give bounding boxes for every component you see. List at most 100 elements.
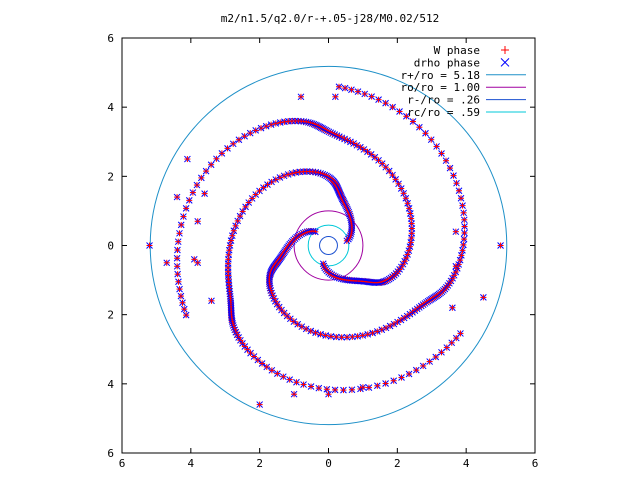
w-phase-point (453, 180, 460, 187)
w-phase-point (184, 156, 191, 163)
w-phase-point (268, 121, 275, 128)
w-phase-point (174, 255, 181, 262)
w-phase-point (413, 367, 420, 374)
w-phase-point (307, 327, 314, 334)
w-phase-point (460, 209, 467, 216)
w-phase-point (374, 328, 381, 335)
w-phase-point (178, 221, 185, 228)
w-phase-point (459, 247, 466, 254)
w-phase-point (406, 370, 413, 377)
w-phase-point (194, 218, 201, 225)
w-phase-point (308, 383, 315, 390)
w-phase-point (284, 312, 291, 319)
w-phase-point (251, 353, 258, 360)
w-phase-point (176, 230, 183, 237)
w-phase-point (379, 160, 386, 167)
w-phase-point (163, 259, 170, 266)
w-phase-point (438, 150, 445, 157)
w-phase-point (361, 90, 368, 97)
w-phase-point (374, 382, 381, 389)
w-phase-point (218, 150, 225, 157)
w-phase-point (406, 205, 413, 212)
x-tick-label: 4 (188, 457, 195, 470)
w-phase-point (181, 306, 188, 313)
w-phase-point (300, 381, 307, 388)
w-phase-point (457, 257, 464, 264)
w-phase-point (382, 100, 389, 107)
x-tick-label: 2 (256, 457, 263, 470)
w-phase-point (256, 187, 263, 194)
w-phase-point (296, 168, 303, 175)
w-phase-point (263, 363, 270, 370)
w-phase-point (447, 165, 454, 172)
w-phase-point (226, 247, 233, 254)
w-phase-point (396, 108, 403, 115)
reference-circles (149, 65, 508, 426)
w-phase-point (461, 236, 468, 243)
w-phase-point (389, 104, 396, 111)
circle-0.59 (307, 224, 350, 267)
w-phase-point (194, 259, 201, 266)
w-phase-point (230, 227, 237, 234)
w-phase-point (420, 362, 427, 369)
w-phase-point (259, 360, 266, 367)
w-phase-point (213, 155, 220, 162)
chart-title: m2/n1.5/q2.0/r-+.05-j28/M0.02/512 (221, 12, 440, 25)
w-phase-point (146, 242, 153, 249)
w-phase-point (392, 176, 399, 183)
w-phase-point (281, 118, 288, 125)
w-phase-point (177, 293, 184, 300)
w-phase-point (322, 332, 329, 339)
w-phase-point (375, 157, 382, 164)
w-phase-point (365, 384, 372, 391)
w-phase-point (432, 353, 439, 360)
w-phase-point (458, 252, 465, 259)
w-phase-point (428, 136, 435, 143)
legend-marker (500, 58, 510, 67)
w-phase-point (407, 210, 414, 217)
w-phase-point (289, 170, 296, 177)
w-phase-point (263, 123, 270, 130)
w-phase-point (268, 367, 275, 374)
circle-5.18 (149, 65, 508, 426)
circle-0.26 (319, 236, 338, 255)
w-phase-point (176, 286, 183, 293)
w-phase-point (398, 374, 405, 381)
w-phase-point (416, 124, 423, 131)
phase-points (146, 83, 504, 408)
w-phase-point (272, 120, 279, 127)
w-phase-point (480, 294, 487, 301)
w-phase-point (180, 213, 187, 220)
x-tick-label: 4 (463, 457, 470, 470)
w-phase-point (461, 229, 468, 236)
w-phase-point (433, 143, 440, 150)
w-phase-point (402, 195, 409, 202)
w-phase-point (315, 385, 322, 392)
w-phase-point (460, 241, 467, 248)
w-phase-point (452, 263, 459, 270)
legend-label: rc/ro = .59 (407, 106, 480, 119)
w-phase-point (338, 334, 345, 341)
w-phase-point (406, 243, 413, 250)
w-phase-point (234, 217, 241, 224)
w-phase-point (237, 337, 244, 344)
w-phase-point (183, 312, 190, 319)
w-phase-point (232, 222, 239, 229)
y-tick-label: 0 (107, 240, 114, 253)
w-phase-point (404, 200, 411, 207)
w-phase-point (312, 329, 319, 336)
w-phase-point (198, 174, 205, 181)
w-phase-point (323, 386, 330, 393)
w-phase-point (193, 182, 200, 189)
w-phase-point (344, 334, 351, 341)
w-phase-point (239, 340, 246, 347)
w-phase-point (174, 271, 181, 278)
x-tick-label: 0 (325, 457, 332, 470)
w-phase-point (290, 318, 297, 325)
w-phase-point (249, 195, 256, 202)
w-phase-point (456, 187, 463, 194)
w-phase-point (349, 333, 356, 340)
w-phase-point (235, 136, 242, 143)
w-phase-point (449, 304, 456, 311)
